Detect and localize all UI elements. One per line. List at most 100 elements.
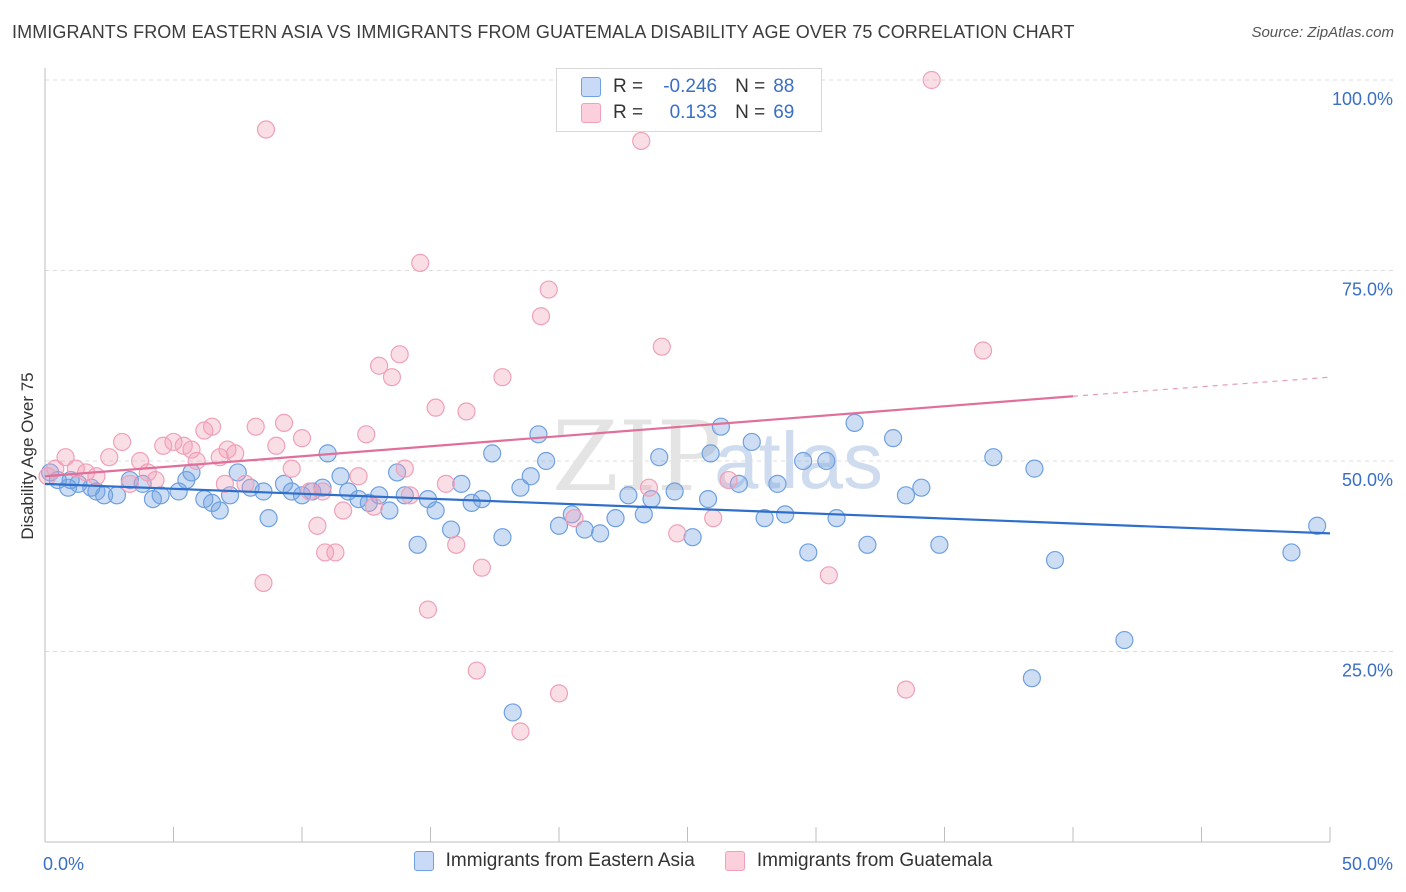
data-point: [202, 417, 222, 436]
data-point: [984, 448, 1003, 467]
data-point: [254, 573, 273, 593]
trend-line-guatemala: [44, 395, 1074, 478]
data-point: [87, 467, 106, 486]
data-point: [719, 470, 738, 490]
data-point: [845, 413, 864, 432]
axes: [44, 68, 1331, 843]
data-point: [426, 501, 445, 520]
data-point: [768, 474, 787, 493]
data-point: [665, 482, 684, 501]
data-point: [236, 474, 255, 493]
data-point: [896, 486, 916, 505]
data-point: [922, 70, 941, 90]
data-point: [187, 451, 206, 471]
data-point: [202, 493, 222, 513]
trend-line-guatemala-extension: [1072, 376, 1331, 397]
data-point: [164, 432, 183, 452]
data-point: [529, 425, 548, 444]
series-legend-label: Immigrants from Guatemala: [756, 850, 993, 871]
legend-r-label: R =: [613, 102, 644, 123]
data-point: [46, 459, 65, 478]
data-point: [858, 535, 877, 554]
data-point: [755, 509, 774, 528]
stats-legend: R = -0.246 N = 88 R = 0.133 N = 69: [556, 68, 822, 132]
legend-n-value: 69: [773, 102, 795, 123]
data-point: [827, 509, 846, 528]
data-point: [390, 345, 409, 364]
data-point: [282, 459, 301, 478]
data-point: [382, 368, 402, 387]
legend-n-label: N =: [735, 76, 766, 97]
data-point: [819, 566, 838, 585]
data-point: [701, 444, 720, 463]
data-point: [912, 478, 931, 497]
legend-n-label: N =: [735, 102, 766, 123]
data-point: [799, 543, 818, 562]
data-point: [467, 661, 486, 680]
data-point: [256, 120, 276, 139]
source-credit: Source: ZipAtlas.com: [1251, 24, 1394, 41]
data-point: [511, 722, 530, 741]
legend-swatch-pink: [581, 103, 601, 123]
data-point: [259, 509, 278, 528]
data-point: [452, 474, 471, 493]
y-tick-labels: 25.0% 50.0% 75.0% 100.0%: [1332, 89, 1393, 681]
data-point: [493, 528, 512, 547]
data-point: [493, 368, 512, 387]
data-point: [794, 451, 813, 471]
data-point: [652, 337, 671, 356]
grid-lines: [45, 79, 1395, 652]
data-point: [411, 253, 430, 272]
data-point: [549, 516, 569, 535]
data-point: [521, 467, 540, 486]
data-point: [549, 684, 569, 703]
data-point: [683, 528, 702, 547]
data-point: [395, 486, 414, 505]
data-point: [1025, 459, 1044, 478]
data-point: [274, 413, 294, 432]
legend-swatch-blue: [581, 77, 601, 97]
x-tick-labels: 0.0% 50.0%: [43, 854, 1393, 874]
data-point: [896, 680, 916, 699]
data-point: [146, 470, 165, 490]
data-point: [120, 474, 139, 493]
data-point: [267, 436, 286, 455]
series-legend: Immigrants from Eastern Asia Immigrants …: [0, 850, 1406, 872]
data-point: [483, 444, 502, 463]
data-point: [742, 432, 761, 452]
legend-n-value: 88: [773, 76, 795, 97]
data-point: [331, 467, 350, 486]
data-point: [300, 482, 319, 501]
series-guatemala: [38, 70, 993, 741]
y-tick-label: 50.0%: [1342, 470, 1393, 490]
trend-lines: [44, 376, 1331, 535]
data-point: [100, 448, 119, 467]
data-point: [817, 451, 836, 471]
data-point: [349, 467, 368, 486]
data-point: [1282, 543, 1301, 562]
data-point: [619, 486, 638, 505]
data-point: [215, 474, 234, 493]
data-point: [930, 535, 949, 554]
data-point: [370, 356, 389, 375]
data-point: [503, 703, 522, 722]
legend-r-value: -0.246: [663, 76, 718, 97]
series-legend-guatemala: Immigrants from Guatemala: [724, 850, 993, 872]
data-point: [326, 543, 345, 562]
data-point: [565, 509, 584, 528]
x-tick-label: 50.0%: [1342, 854, 1393, 874]
y-tick-label: 100.0%: [1332, 89, 1393, 109]
data-point: [650, 448, 669, 467]
data-point: [226, 444, 245, 463]
data-point: [729, 474, 749, 493]
legend-row-guatemala: R = 0.133 N = 69: [581, 101, 794, 125]
data-point: [634, 505, 653, 524]
chart-title: IMMIGRANTS FROM EASTERN ASIA VS IMMIGRAN…: [12, 22, 1075, 42]
data-point: [531, 307, 551, 326]
data-point: [1045, 550, 1065, 570]
data-point: [408, 535, 427, 554]
data-point: [400, 486, 420, 505]
data-point: [210, 501, 229, 520]
data-point: [316, 543, 335, 562]
